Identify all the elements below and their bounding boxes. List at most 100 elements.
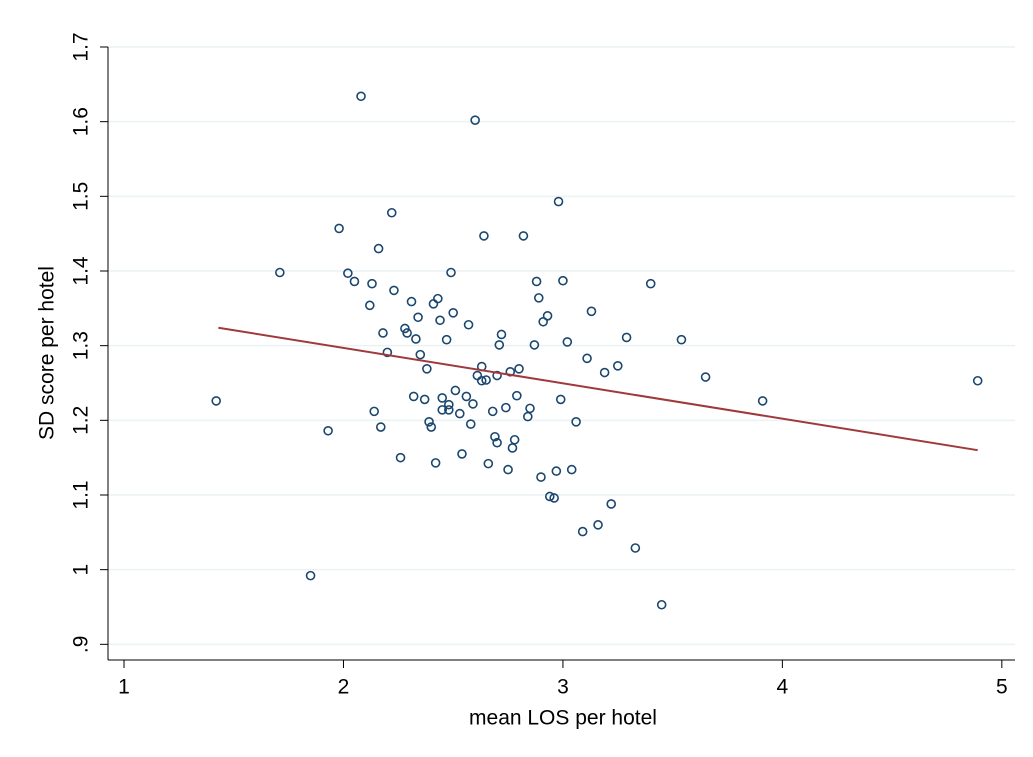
fit-line [218,326,978,452]
point [437,405,448,415]
point [386,207,397,218]
point [487,406,498,417]
point [378,328,388,338]
point [373,243,384,254]
point [426,422,437,432]
y-axis-title: SD score per hotel [36,266,59,440]
point [558,275,568,286]
point [490,431,500,442]
point [509,434,520,445]
point [472,370,483,381]
point [463,319,474,330]
point [621,332,632,343]
point [549,493,559,503]
point [424,417,434,427]
point [496,329,507,340]
y-tick-label: 1.2 [70,406,93,435]
point [606,499,617,509]
point [413,312,423,323]
point [525,403,535,414]
point [586,306,597,317]
point [428,299,439,309]
point [507,443,518,453]
point [553,196,564,207]
point [503,464,513,475]
point [349,276,360,287]
point [523,411,533,422]
point [483,458,494,469]
point [544,491,555,502]
point [470,115,480,125]
point [465,419,476,429]
point [599,367,610,378]
point [419,394,430,405]
point [630,543,641,553]
point [444,405,454,415]
x-tick-label: 3 [557,676,569,699]
point [593,520,603,530]
point [577,526,588,537]
point [531,276,542,287]
point [450,385,461,396]
point [400,323,410,334]
point [700,372,711,382]
point [356,91,366,102]
point [757,396,768,406]
point [408,391,419,402]
x-tick-label: 1 [118,676,130,699]
point [512,390,522,401]
point [389,285,399,296]
point [441,334,452,345]
point [211,396,221,406]
point [402,328,412,338]
point [501,402,511,413]
point [305,570,316,581]
point [529,340,540,350]
point [433,293,443,304]
point [551,466,562,476]
point [448,308,458,318]
point [367,278,377,289]
point [538,316,548,327]
point [323,425,333,436]
point [476,375,487,386]
point [375,422,386,432]
point [444,399,454,410]
point [435,315,445,326]
point [369,406,379,417]
point [555,394,566,405]
point [468,399,478,409]
point [454,408,465,419]
point [656,599,667,610]
point [382,347,393,358]
point [514,364,524,374]
x-axis-title: mean LOS per hotel [469,707,657,730]
point [275,267,285,278]
point [334,223,344,234]
point [676,334,687,345]
point [566,464,577,475]
x-tick-label: 4 [777,676,789,699]
y-tick-label: 1.1 [70,480,93,509]
point [518,231,529,241]
point [395,452,406,463]
y-tick-label: 1.7 [70,32,93,61]
point [571,417,581,427]
y-tick-label: 1.5 [70,182,93,211]
point [612,361,623,371]
y-tick-label: 1 [70,564,93,576]
point [645,278,656,289]
point [406,296,417,307]
point [411,334,421,344]
y-tick-label: .9 [70,636,93,654]
x-tick-label: 5 [996,676,1008,699]
point [457,449,467,459]
point [494,340,505,350]
point [437,393,448,403]
point [582,353,592,364]
x-tick-label: 2 [338,676,350,699]
point [492,437,502,448]
point [562,337,573,347]
point [479,231,489,241]
